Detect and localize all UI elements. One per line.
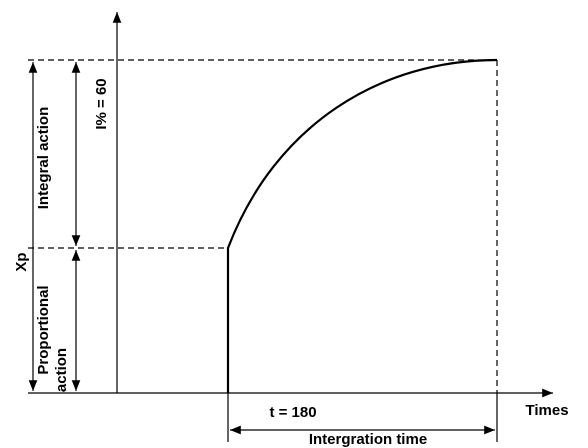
action-label: action — [53, 348, 70, 392]
time-value-label: t = 180 — [269, 404, 316, 421]
proportional-label: Proportional — [35, 285, 52, 374]
xp-label: Xp — [13, 252, 30, 271]
integral-percent-label: I% = 60 — [93, 78, 110, 129]
integral-label: Integral action — [35, 107, 52, 210]
response-curve — [226, 58, 498, 393]
integration-time-label: Intergration time — [309, 431, 427, 448]
x-axis-label: Times — [525, 402, 568, 419]
